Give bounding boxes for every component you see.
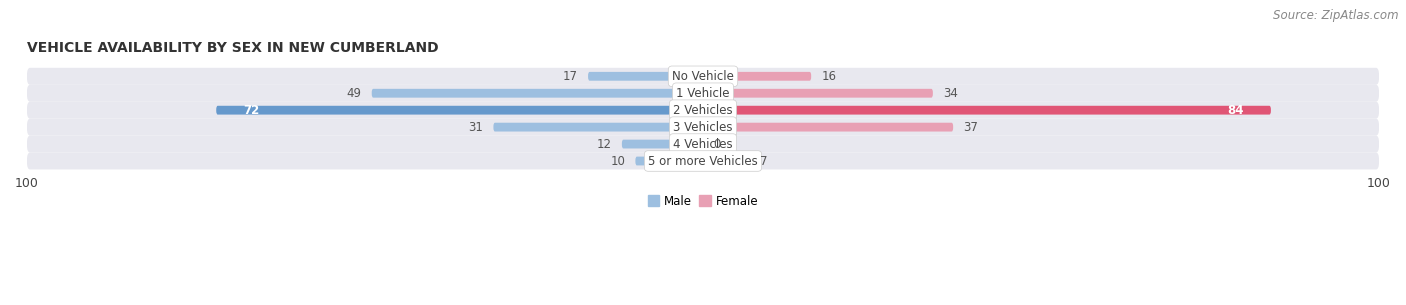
Text: 17: 17 [562, 70, 578, 83]
FancyBboxPatch shape [621, 140, 703, 149]
Text: 34: 34 [943, 87, 957, 100]
FancyBboxPatch shape [494, 123, 703, 131]
FancyBboxPatch shape [27, 85, 1379, 102]
Text: 49: 49 [347, 87, 361, 100]
Text: 84: 84 [1227, 104, 1244, 117]
Text: 2 Vehicles: 2 Vehicles [673, 104, 733, 117]
FancyBboxPatch shape [27, 119, 1379, 136]
FancyBboxPatch shape [27, 136, 1379, 152]
Text: 16: 16 [821, 70, 837, 83]
FancyBboxPatch shape [703, 156, 751, 165]
Legend: Male, Female: Male, Female [643, 190, 763, 213]
FancyBboxPatch shape [703, 106, 1271, 115]
FancyBboxPatch shape [703, 123, 953, 131]
Text: 7: 7 [761, 155, 768, 167]
Text: 0: 0 [713, 138, 720, 151]
Text: 1 Vehicle: 1 Vehicle [676, 87, 730, 100]
FancyBboxPatch shape [27, 68, 1379, 85]
FancyBboxPatch shape [371, 89, 703, 98]
Text: 37: 37 [963, 120, 979, 134]
FancyBboxPatch shape [217, 106, 703, 115]
FancyBboxPatch shape [703, 89, 932, 98]
Text: No Vehicle: No Vehicle [672, 70, 734, 83]
FancyBboxPatch shape [27, 152, 1379, 170]
Text: 4 Vehicles: 4 Vehicles [673, 138, 733, 151]
Text: 3 Vehicles: 3 Vehicles [673, 120, 733, 134]
FancyBboxPatch shape [703, 72, 811, 81]
Text: VEHICLE AVAILABILITY BY SEX IN NEW CUMBERLAND: VEHICLE AVAILABILITY BY SEX IN NEW CUMBE… [27, 41, 439, 55]
Text: 5 or more Vehicles: 5 or more Vehicles [648, 155, 758, 167]
Text: Source: ZipAtlas.com: Source: ZipAtlas.com [1274, 9, 1399, 22]
Text: 10: 10 [610, 155, 626, 167]
FancyBboxPatch shape [588, 72, 703, 81]
Text: 72: 72 [243, 104, 260, 117]
FancyBboxPatch shape [636, 156, 703, 165]
Text: 31: 31 [468, 120, 484, 134]
Text: 12: 12 [596, 138, 612, 151]
FancyBboxPatch shape [27, 102, 1379, 119]
